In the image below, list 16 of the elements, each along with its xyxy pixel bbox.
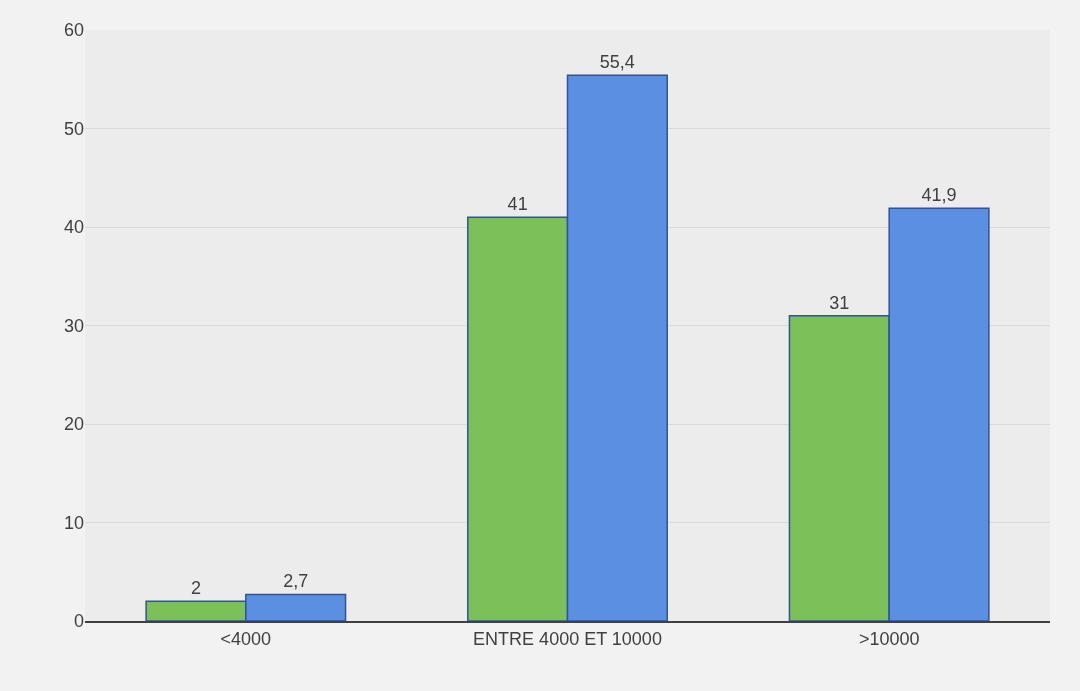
data-label: 2: [190, 578, 201, 599]
y-tick-label: 50: [63, 118, 84, 139]
y-tick-label: 0: [73, 611, 84, 632]
data-label: 55,4: [599, 52, 635, 73]
y-tick-label: 60: [63, 20, 84, 41]
y-tick-label: 20: [63, 414, 84, 435]
y-tick-label: 40: [63, 217, 84, 238]
data-label: 41: [507, 194, 528, 215]
x-tick-label: ENTRE 4000 ET 10000: [473, 628, 662, 649]
data-label: 31: [829, 292, 850, 313]
data-label: 2,7: [283, 571, 309, 592]
y-tick-label: 10: [63, 512, 84, 533]
x-tick-label: >10000: [858, 628, 920, 649]
y-tick-label: 30: [63, 315, 84, 336]
x-tick-label: <4000: [220, 628, 272, 649]
data-label: 41,9: [921, 185, 957, 206]
